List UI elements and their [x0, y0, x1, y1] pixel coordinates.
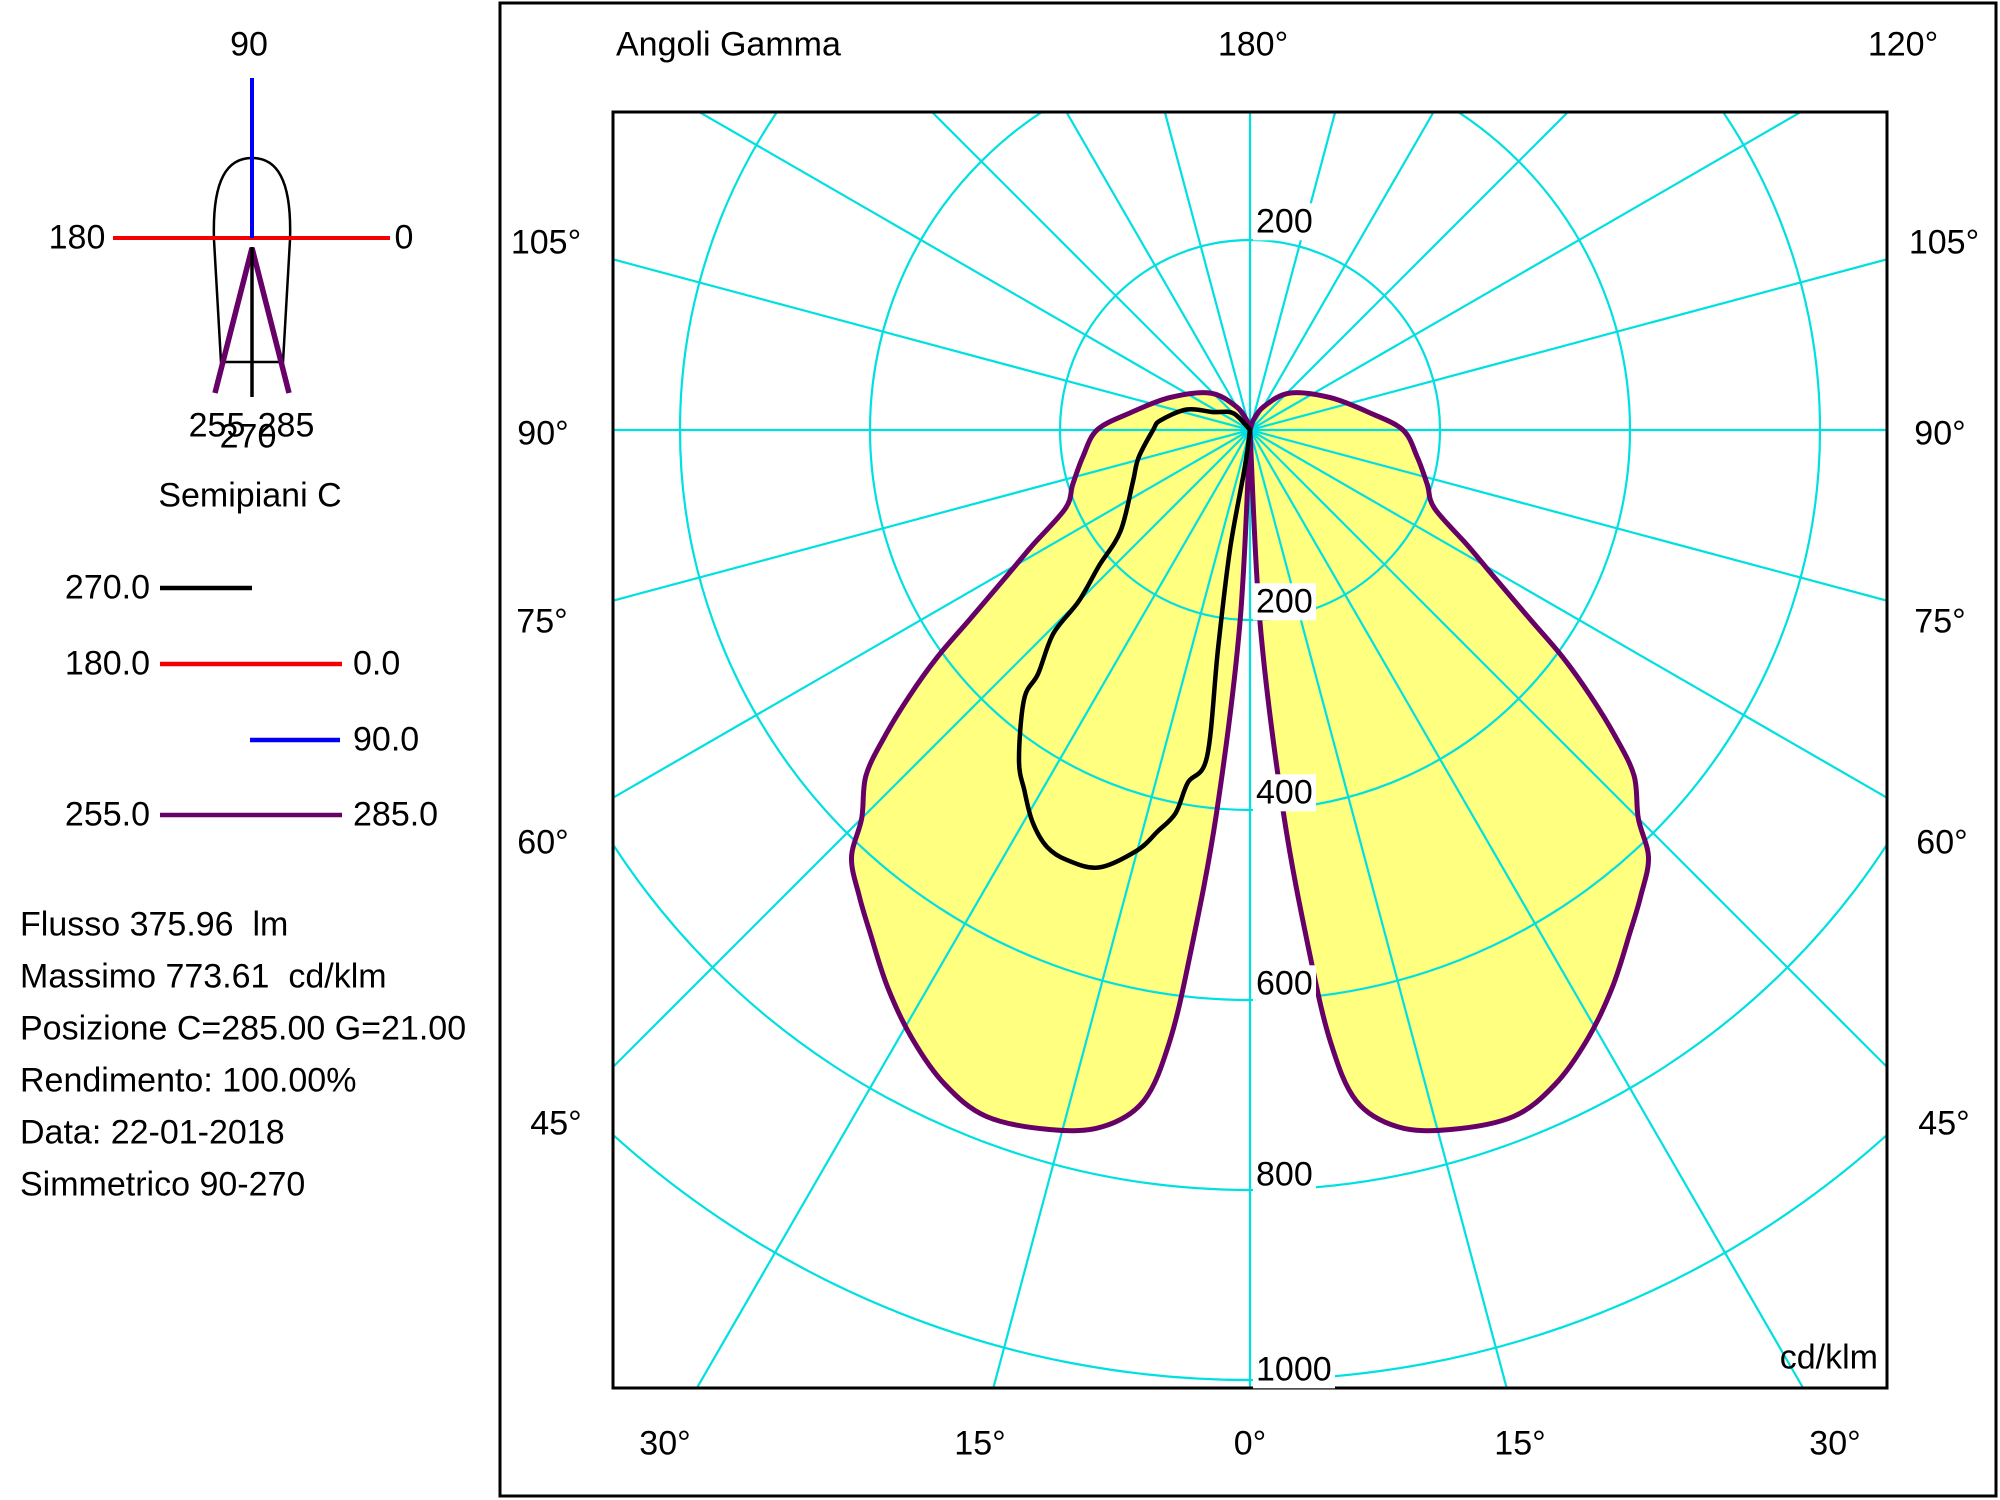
grid-ray-60deg [1249, 429, 1887, 800]
grid-ray-300deg [613, 429, 1251, 800]
plot-box-border [611, 110, 1889, 1390]
grid-ray-45deg [1249, 429, 1887, 1069]
outer-frame [498, 1, 1998, 1498]
grid-ray-345deg [992, 429, 1252, 1388]
grid-ray-165deg [1248, 112, 1337, 431]
grid-ray-285deg [613, 428, 1251, 602]
grid-ray-255deg [613, 258, 1251, 432]
grid-ray-315deg [613, 429, 1251, 1069]
grid-ray-330deg [695, 429, 1251, 1388]
grid-ray-135deg [1249, 112, 1570, 431]
curve-270 [1016, 406, 1253, 870]
grid-ray-105deg [1249, 258, 1887, 432]
legend-sample-lines [160, 585, 342, 818]
grid-ray-240deg [697, 112, 1251, 431]
grid-ray-15deg [1248, 429, 1508, 1388]
lobe-fill-255-285 [851, 392, 1649, 1131]
curve-255-285-right [1247, 390, 1652, 1134]
luminaire-orientation-icon [113, 78, 390, 397]
grid-ray-210deg [1065, 112, 1251, 431]
curve-255-285-left [848, 390, 1253, 1134]
grid-ray-30deg [1249, 429, 1805, 1388]
grid-ray-150deg [1249, 112, 1435, 431]
grid-ray-225deg [930, 112, 1251, 431]
grid-ring-800 [613, 842, 1887, 1191]
grid-ray-195deg [1163, 112, 1252, 431]
grid-ray-120deg [1249, 112, 1803, 431]
grid-ray-75deg [1249, 428, 1887, 602]
